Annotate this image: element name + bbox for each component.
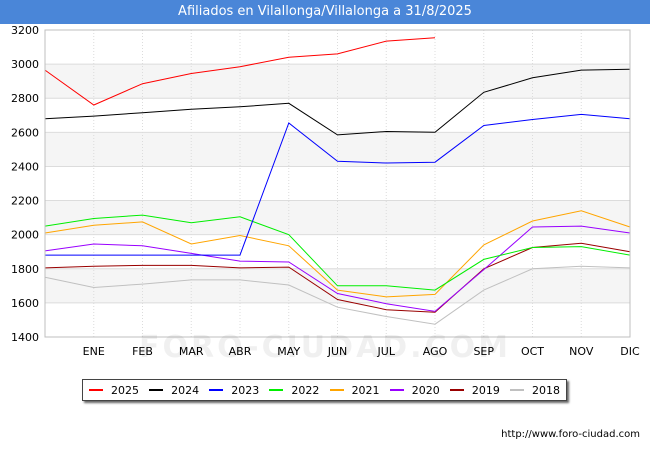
plot-band <box>45 234 630 269</box>
series-line-2024 <box>44 68 631 136</box>
legend-swatch <box>449 389 464 391</box>
legend-item-4: 2021 <box>329 383 380 397</box>
x-tick-label: AGO <box>423 345 448 358</box>
legend-label: 2019 <box>471 383 500 397</box>
plot-border <box>44 29 631 338</box>
x-tick-label: NOV <box>569 345 594 358</box>
plot-band <box>45 30 630 65</box>
y-tick-label: 3200 <box>11 24 39 37</box>
x-tick-label: JUN <box>327 345 348 358</box>
series-line-2022 <box>44 214 631 291</box>
x-tick-label: ENE <box>83 345 105 358</box>
y-tick-label: 1600 <box>11 297 39 310</box>
plot-band <box>45 98 630 133</box>
y-tick-label: 2600 <box>11 126 39 139</box>
x-tick-label: DIC <box>620 345 640 358</box>
legend-swatch <box>209 389 224 391</box>
series-line-2018 <box>44 265 631 325</box>
source-credit: http://www.foro-ciudad.com <box>501 429 640 440</box>
legend-label: 2018 <box>531 383 560 397</box>
series-line-2025 <box>44 37 436 106</box>
x-tick-label: FEB <box>132 345 153 358</box>
watermark: FORO-CIUDAD.COM <box>139 330 511 365</box>
plot-band <box>45 302 630 337</box>
legend: 2025 2024 2023 2022 2021 2020 2019 2018 <box>82 379 567 401</box>
series-lines <box>44 37 631 325</box>
legend-label: 2022 <box>291 383 320 397</box>
x-tick-label: SEP <box>473 345 494 358</box>
legend-label: 2023 <box>231 383 260 397</box>
x-tick-label: ABR <box>229 345 252 358</box>
legend-item-7: 2018 <box>509 383 560 397</box>
y-tick-label: 1800 <box>11 263 39 276</box>
legend-label: 2020 <box>411 383 440 397</box>
series-line-2020 <box>44 225 631 312</box>
legend-label: 2021 <box>351 383 380 397</box>
legend-swatch <box>389 389 404 391</box>
y-tick-label: 3000 <box>11 58 39 71</box>
y-tick-label: 2000 <box>11 229 39 242</box>
legend-item-6: 2019 <box>449 383 500 397</box>
plot-band <box>45 200 630 235</box>
x-tick-label: MAY <box>277 345 300 358</box>
legend-item-2: 2023 <box>209 384 259 397</box>
series-line-2021 <box>44 210 631 298</box>
legend-item-1: 2024 <box>149 384 199 397</box>
y-tick-label: 2200 <box>11 195 39 208</box>
legend-swatch <box>509 389 524 391</box>
y-tick-label: 1400 <box>11 331 39 344</box>
legend-item-0: 2025 <box>89 384 139 397</box>
x-tick-label: OCT <box>521 345 544 358</box>
y-tick-label: 2400 <box>11 160 39 173</box>
legend-label: 2025 <box>111 383 139 397</box>
legend-swatch <box>269 389 284 391</box>
legend-swatch <box>89 389 103 391</box>
legend-swatch <box>329 389 344 391</box>
legend-swatch <box>149 389 164 391</box>
y-axis-ticks: 1400 1600 1800 2000 2200 2400 2600 2800 3000 3200 <box>11 24 39 344</box>
x-tick-label: JUL <box>377 345 396 358</box>
legend-item-3: 2022 <box>269 384 319 397</box>
legend-item-5: 2020 <box>389 383 440 397</box>
legend-label: 2024 <box>171 383 200 397</box>
x-axis-ticks: ENE FEB MAR ABR MAY JUN JUL AGO SEP OCT NOV DIC <box>83 345 640 358</box>
x-tick-label: MAR <box>179 345 204 358</box>
chart-title: Afiliados en Vilallonga/Villalonga a 31/… <box>0 0 650 24</box>
series-line-2023 <box>45 113 631 256</box>
y-tick-label: 2800 <box>11 92 39 105</box>
